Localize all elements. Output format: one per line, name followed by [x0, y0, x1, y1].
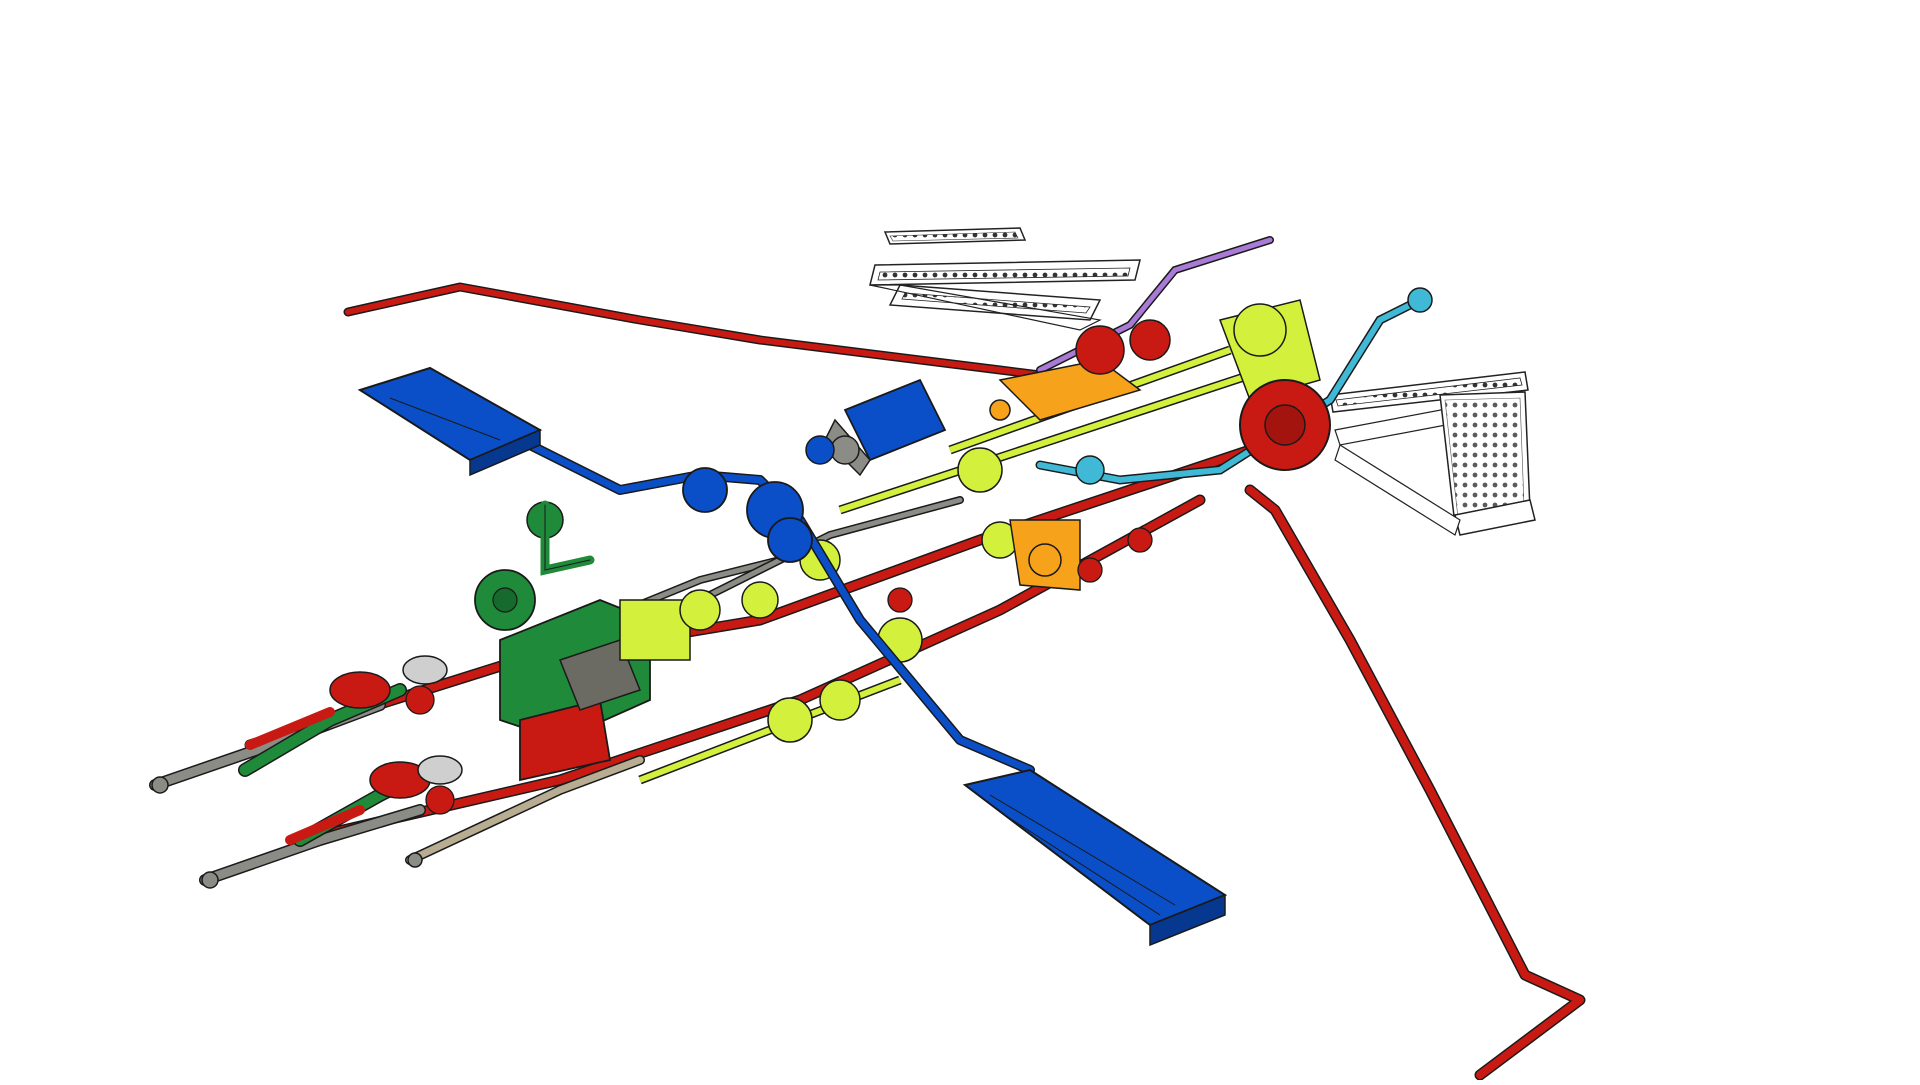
red-driveshaft-right	[1244, 484, 1586, 1081]
blue-pedal-left	[357, 366, 543, 477]
blue-pedal-right	[962, 768, 1228, 947]
red-small-gears	[405, 527, 1153, 815]
green-motor	[474, 500, 651, 782]
red-driveshaft-rear	[343, 282, 1085, 385]
blue-motor	[824, 378, 947, 477]
orange-gearbox	[989, 359, 1142, 591]
red-gear-hub	[1075, 319, 1331, 471]
blue-driveshaft	[515, 435, 1035, 775]
white-frame-right	[1329, 371, 1536, 536]
white-frame-left	[869, 227, 1141, 331]
lime-gear-train	[619, 299, 1321, 743]
red-ujoints	[329, 655, 463, 799]
